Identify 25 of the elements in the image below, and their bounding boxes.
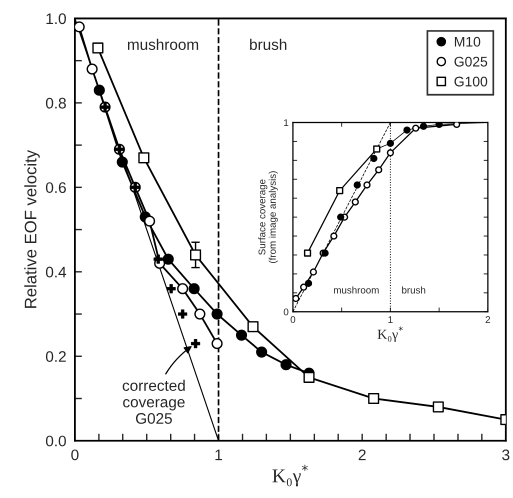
x-tick-label: 3 bbox=[502, 449, 510, 460]
y-axis-title: Relative EOF velocity bbox=[24, 150, 40, 308]
x-axis-title: K₀γ$^{*}$ bbox=[378, 326, 403, 342]
annotation: mushroom bbox=[334, 286, 379, 294]
y-tick-label: 0.4 bbox=[46, 266, 66, 278]
annotation: mushroom bbox=[128, 38, 198, 50]
y-tick-label: 0.6 bbox=[46, 182, 66, 194]
x-tick-label: 0 bbox=[290, 316, 296, 324]
y-tick-label: 1.0 bbox=[46, 13, 66, 24]
annotation: corrected coverage G025 bbox=[122, 380, 185, 424]
legend-label: G100 bbox=[454, 76, 488, 86]
x-tick-label: 2 bbox=[486, 316, 490, 323]
annotation: brush bbox=[250, 38, 286, 50]
legend-label: M10 bbox=[454, 36, 480, 47]
x-tick-label: 1 bbox=[215, 450, 222, 460]
annotation: brush bbox=[402, 286, 426, 294]
y-axis-title: Surface coverage (from image analysis) bbox=[258, 171, 278, 263]
x-tick-label: 2 bbox=[358, 449, 366, 460]
y-tick-label: 0.2 bbox=[46, 351, 66, 362]
legend-label: G025 bbox=[454, 56, 488, 67]
y-tick-label: 0.0 bbox=[46, 436, 66, 446]
x-axis-title: K₀γ$^{*}$ bbox=[272, 464, 308, 486]
x-tick-label: 0 bbox=[71, 449, 79, 460]
y-tick-label: 0.8 bbox=[46, 98, 66, 109]
x-tick-label: 1 bbox=[388, 316, 393, 323]
